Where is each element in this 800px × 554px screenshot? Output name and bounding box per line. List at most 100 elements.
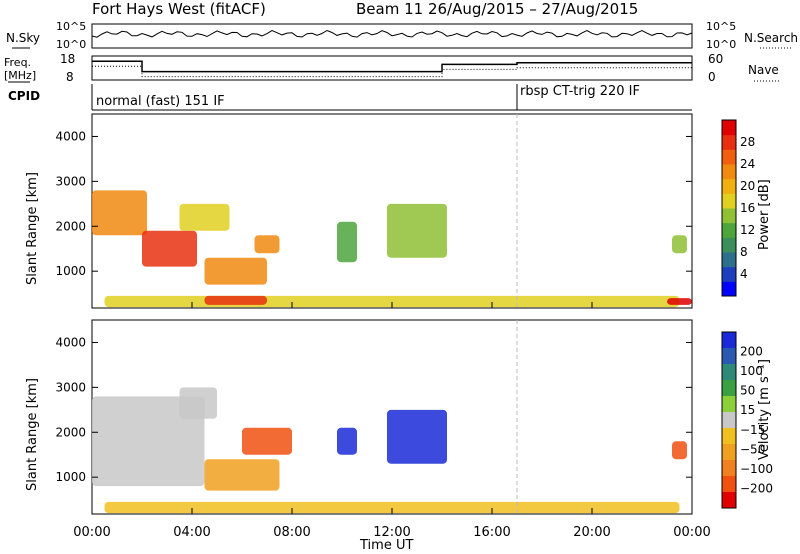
colorbar-swatch	[722, 134, 736, 150]
data-region	[142, 230, 197, 267]
x-tick-label: 00:00	[73, 525, 110, 540]
colorbar-swatch	[722, 120, 736, 136]
nsky-label: N.Sky	[6, 31, 40, 45]
freq-panel	[91, 55, 693, 81]
data-region	[204, 459, 280, 491]
colorbar-tick-label: −50	[740, 442, 765, 456]
velocity-data	[92, 387, 687, 514]
colorbar-swatch	[722, 266, 736, 282]
colorbar-tick-label: 24	[740, 157, 755, 171]
y-tick-label: 2000	[55, 219, 86, 233]
data-region	[667, 298, 692, 305]
data-region	[337, 427, 357, 455]
colorbar-tick-label: −100	[740, 462, 773, 476]
data-region	[242, 427, 292, 455]
data-region	[337, 221, 357, 263]
x-tick-label: 08:00	[273, 525, 310, 540]
freq-line	[92, 60, 692, 73]
x-axis-title: Time UT	[359, 538, 413, 553]
data-region	[672, 441, 687, 460]
colorbar-tick-label: 200	[740, 345, 763, 359]
y-tick-label: 4000	[55, 335, 86, 349]
nave-tick-bottom: 0	[708, 70, 716, 84]
data-region	[104, 501, 680, 514]
data-region	[92, 190, 147, 236]
data-region	[387, 203, 447, 258]
power-y-label: Slant Range [km]	[25, 172, 40, 285]
data-region	[179, 387, 217, 419]
colorbar-swatch	[722, 476, 736, 493]
nave-line	[92, 65, 692, 78]
colorbar-frame	[721, 331, 737, 509]
x-tick-label: 20:00	[573, 525, 610, 540]
data-region	[254, 235, 280, 254]
colorbar-tick-label: 16	[740, 201, 755, 215]
colorbar-swatch	[722, 428, 736, 445]
data-region	[387, 409, 447, 464]
data-region	[179, 203, 230, 231]
colorbar-swatch	[722, 412, 736, 429]
colorbar-tick-label: 50	[740, 384, 755, 398]
power-data	[92, 190, 692, 308]
colorbar-swatch	[722, 460, 736, 477]
colorbar-swatch	[722, 208, 736, 224]
y-tick-label: 2000	[55, 425, 86, 439]
velocity-y-label: Slant Range [km]	[25, 378, 40, 491]
colorbar-swatch	[722, 281, 736, 297]
colorbar-swatch	[722, 222, 736, 238]
nsearch-label: N.Search	[744, 31, 798, 45]
colorbar-swatch	[722, 252, 736, 268]
colorbar-swatch	[722, 396, 736, 413]
noise-tick-bottom: 10^0	[56, 38, 86, 51]
cpid-segment-1: normal (fast) 151 IF	[96, 94, 225, 109]
colorbar-swatch	[722, 492, 736, 509]
colorbar-swatch	[722, 237, 736, 253]
noise-tick-bottom-right: 10^0	[706, 38, 736, 51]
data-region	[204, 295, 267, 305]
colorbar-tick-label: 20	[740, 179, 755, 193]
colorbar-tick-label: 12	[740, 223, 755, 237]
noise-tick-top: 10^5	[56, 20, 86, 33]
y-tick-label: 1000	[55, 470, 86, 484]
freq-label-1: Freq.	[4, 56, 31, 69]
colorbar-swatch	[722, 364, 736, 381]
beam-info: Beam 11 26/Aug/2015 – 27/Aug/2015	[356, 0, 638, 18]
colorbar-tick-label: 8	[740, 245, 748, 259]
data-region	[672, 235, 687, 254]
y-tick-label: 3000	[55, 380, 86, 394]
colorbar-tick-label: −15	[740, 423, 765, 437]
colorbar-swatch	[722, 332, 736, 349]
colorbar-swatch	[722, 178, 736, 194]
station-title: Fort Hays West (fitACF)	[92, 0, 266, 18]
freq-tick-top: 18	[60, 52, 75, 66]
colorbar-swatch	[722, 164, 736, 180]
colorbar-tick-label: −200	[740, 481, 773, 495]
colorbar-swatch	[722, 348, 736, 365]
cpid-label: CPID	[8, 89, 40, 103]
data-region	[92, 396, 205, 487]
velocity-colorbar: 200 100 50 15 −15 −50 −100 −200	[721, 331, 773, 509]
data-region	[204, 257, 267, 285]
power-colorbar-label: Power [dB]	[757, 179, 772, 250]
x-tick-label: 16:00	[473, 525, 510, 540]
nave-label: Nave	[748, 63, 779, 77]
x-tick-label: 12:00	[373, 525, 410, 540]
freq-label-2: [MHz]	[4, 69, 36, 82]
colorbar-tick-label: 4	[740, 267, 748, 281]
colorbar-swatch	[722, 444, 736, 461]
y-tick-label: 3000	[55, 174, 86, 188]
colorbar-swatch	[722, 380, 736, 397]
nsky-line	[91, 29, 693, 38]
y-tick-label: 1000	[55, 264, 86, 278]
x-tick-label: 04:00	[173, 525, 210, 540]
noise-tick-top-right: 10^5	[706, 20, 736, 33]
colorbar-tick-label: 100	[740, 364, 763, 378]
cpid-segment-2: rbsp CT-trig 220 IF	[520, 84, 640, 99]
axes-ticks: 1000 2000 3000 4000 1000 2000 3000 4000 00:00 04:…	[55, 114, 711, 540]
y-tick-label: 4000	[55, 129, 86, 143]
colorbar-frame	[721, 119, 737, 297]
noise-trace	[91, 29, 693, 38]
freq-tick-bottom: 8	[66, 70, 74, 84]
colorbar-tick-label: 15	[740, 403, 755, 417]
